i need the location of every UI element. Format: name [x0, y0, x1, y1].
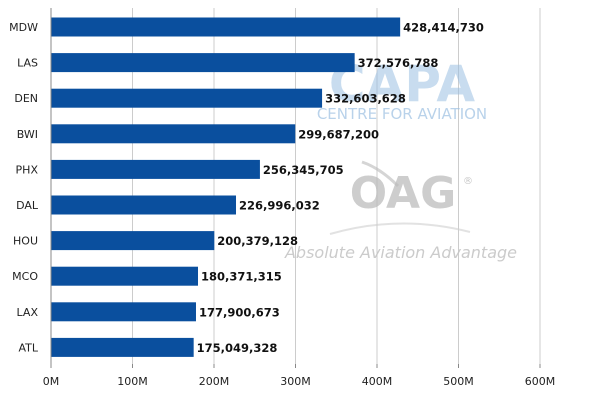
x-tick-label: 0M: [43, 375, 60, 388]
y-tick-label: LAX: [17, 306, 39, 319]
bar-value-label: 256,345,705: [263, 163, 344, 177]
bar-value-label: 299,687,200: [298, 127, 379, 141]
bar-value-label: 428,414,730: [403, 21, 484, 35]
bar-hou: [51, 231, 215, 251]
bar-phx: [51, 159, 260, 179]
bar-value-label: 175,049,328: [197, 341, 278, 355]
y-tick-label: DEN: [14, 92, 38, 105]
y-tick-label: HOU: [13, 235, 38, 248]
bar-value-label: 372,576,788: [358, 56, 439, 70]
y-tick-label: DAL: [16, 199, 39, 212]
oag-registered-mark: ®: [463, 176, 473, 187]
bar-den: [51, 88, 323, 108]
x-tick-label: 300M: [280, 375, 311, 388]
bar-dal: [51, 195, 237, 215]
x-tick-label: 500M: [443, 375, 474, 388]
y-tick-label: MCO: [12, 270, 38, 283]
x-tick-label: 600M: [525, 375, 556, 388]
bar-mdw: [51, 17, 401, 37]
x-axis-labels: 0M 100M 200M 300M 400M 500M 600M: [43, 375, 556, 388]
bar-las: [51, 53, 355, 73]
bar-mco: [51, 266, 199, 286]
watermark: CAPA CENTRE FOR AVIATION OAG ® Absolute …: [284, 55, 517, 262]
bar-atl: [51, 337, 194, 357]
oag-underline-swoosh: [329, 222, 471, 235]
x-tick-label: 400M: [362, 375, 393, 388]
bar-value-label: 180,371,315: [201, 270, 282, 284]
bar-value-label: 226,996,032: [239, 199, 320, 213]
bar-value-label: 200,379,128: [217, 234, 298, 248]
oag-tagline: Absolute Aviation Advantage: [284, 243, 517, 262]
y-tick-label: LAS: [17, 57, 38, 70]
y-tick-label: MDW: [9, 21, 38, 34]
oag-logo: OAG: [350, 168, 456, 219]
bars: [51, 17, 401, 357]
y-tick-label: BWI: [17, 128, 38, 141]
bar-lax: [51, 302, 196, 322]
y-tick-label: ATL: [18, 341, 38, 354]
y-tick-label: PHX: [16, 163, 39, 176]
bar-value-label: 332,603,628: [325, 92, 406, 106]
bar-bwi: [51, 124, 296, 144]
oag-swoosh-icon: [361, 160, 400, 188]
y-axis-labels: MDW LAS DEN BWI PHX DAL HOU MCO LAX ATL: [9, 21, 39, 354]
bar-value-labels: 428,414,730 372,576,788 332,603,628 299,687…: [197, 21, 484, 355]
bar-value-label: 177,900,673: [199, 305, 280, 319]
capa-subtitle: CENTRE FOR AVIATION: [317, 105, 487, 123]
x-tick-label: 200M: [199, 375, 230, 388]
x-tick-label: 100M: [117, 375, 148, 388]
